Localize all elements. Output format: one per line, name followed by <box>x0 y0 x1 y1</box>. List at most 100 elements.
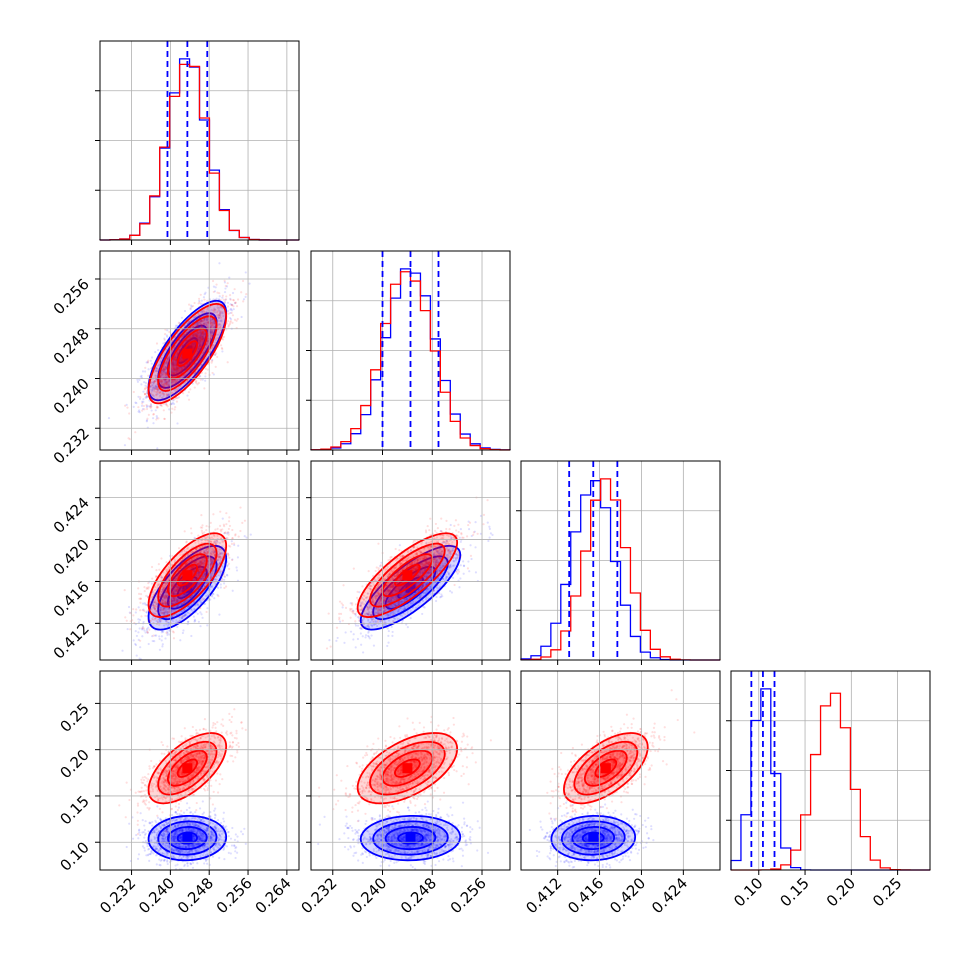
contour-red <box>573 740 639 796</box>
density-peak-red <box>402 763 413 774</box>
grid-3-2 <box>521 671 720 870</box>
grid-3-0 <box>100 671 299 870</box>
y-tick-label: 0.25 <box>56 699 92 735</box>
y-tick-label: 0.424 <box>50 494 93 537</box>
contour-blue <box>176 831 198 845</box>
contour-red <box>563 732 649 805</box>
panel-frame-3-0 <box>99 670 300 871</box>
panel-frame-3-1 <box>310 670 511 871</box>
density-peak-red <box>182 763 193 774</box>
contour-red <box>147 732 228 805</box>
y-tick-label: 0.256 <box>50 275 93 318</box>
contour-red <box>147 532 228 618</box>
x-tick-label: 0.10 <box>730 874 766 910</box>
panel-frame-3-3 <box>730 670 931 871</box>
y-tick-label: 0.240 <box>50 375 93 418</box>
density-peak-blue <box>405 582 416 593</box>
x-tick-label: 0.232 <box>96 874 139 917</box>
x-tick-label: 0.240 <box>135 874 178 917</box>
scatter-panel-3-0 <box>118 708 247 870</box>
contour-red <box>369 542 446 608</box>
contour-red <box>381 749 434 787</box>
density-peak-blue <box>588 833 599 844</box>
x-tick-label: 0.256 <box>447 874 490 917</box>
x-tick-label: 0.232 <box>297 874 340 917</box>
contour-blue <box>359 814 462 862</box>
grid-2-1 <box>311 461 510 660</box>
density-peak-red <box>182 570 193 581</box>
contour-red <box>147 302 228 405</box>
y-tick-label: 0.20 <box>56 746 92 782</box>
x-tick-label: 0.20 <box>823 874 859 910</box>
contour-red <box>394 758 421 778</box>
y-tick-label: 0.15 <box>56 792 92 828</box>
contour-red <box>356 532 459 618</box>
grid-2-0 <box>100 461 299 660</box>
contour-red <box>157 740 218 796</box>
hist-blue-3 <box>730 688 930 871</box>
hist-panel-0 <box>99 41 299 241</box>
density-peak-red <box>182 348 193 359</box>
scatter-panel-3-1 <box>317 715 492 870</box>
y-tick-label: 0.10 <box>56 838 92 874</box>
scatter-panel-2-0 <box>121 506 252 660</box>
contour-red <box>381 553 434 598</box>
y-tick-label: 0.416 <box>50 578 93 621</box>
density-peak-blue <box>182 582 193 593</box>
x-tick-label: 0.240 <box>347 874 390 917</box>
contour-red <box>167 749 208 787</box>
x-tick-label: 0.256 <box>213 874 256 917</box>
x-tick-label: 0.248 <box>174 874 217 917</box>
y-tick-label: 0.232 <box>50 424 93 467</box>
x-tick-label: 0.248 <box>397 874 440 917</box>
density-peak-red <box>402 570 413 581</box>
panel-frame-0-0 <box>99 40 300 241</box>
hist-panel-1 <box>310 251 511 451</box>
contour-red <box>583 749 628 787</box>
contour-blue <box>372 820 449 856</box>
contour-blue <box>147 814 228 862</box>
contour-blue <box>147 299 228 402</box>
y-tick-label: 0.412 <box>50 619 93 662</box>
contour-blue <box>571 826 616 851</box>
hist-panel-3 <box>730 671 930 871</box>
x-tick-label: 0.416 <box>564 874 607 917</box>
y-tick-label: 0.248 <box>50 325 93 368</box>
density-peak-blue <box>405 833 416 844</box>
y-tick-label: 0.420 <box>50 536 93 579</box>
contour-red <box>369 740 446 796</box>
contour-red <box>157 542 218 608</box>
contour-red <box>356 732 459 805</box>
panel-frame-1-1 <box>310 250 511 451</box>
panel-frame-2-0 <box>99 460 300 661</box>
panel-frame-1-0 <box>99 250 300 451</box>
contour-blue <box>157 312 218 389</box>
panel-frame-2-2 <box>520 460 721 661</box>
density-peak-red <box>600 763 611 774</box>
contour-blue <box>384 826 437 851</box>
contour-blue <box>560 820 626 856</box>
x-tick-label: 0.264 <box>252 874 295 917</box>
x-tick-label: 0.412 <box>522 874 565 917</box>
scatter-panel-3-2 <box>528 689 696 869</box>
x-tick-label: 0.25 <box>869 874 905 910</box>
x-tick-label: 0.420 <box>606 874 649 917</box>
density-peak-blue <box>182 833 193 844</box>
contour-red <box>167 553 208 598</box>
contour-blue <box>550 814 637 862</box>
contour-blue <box>167 826 208 851</box>
contour-blue <box>147 544 228 631</box>
contour-blue <box>397 831 424 845</box>
contour-blue <box>157 820 218 856</box>
grid-3-1 <box>311 671 510 870</box>
panel-frame-3-2 <box>520 670 721 871</box>
hist-panel-2 <box>520 461 720 661</box>
x-tick-label: 0.424 <box>648 874 691 917</box>
grid-1-0 <box>100 251 299 450</box>
grid-3-3 <box>731 671 930 870</box>
panel-frame-2-1 <box>310 460 511 661</box>
x-tick-label: 0.15 <box>777 874 813 910</box>
scatter-panel-2-1 <box>325 496 494 654</box>
contour-blue <box>359 544 462 631</box>
